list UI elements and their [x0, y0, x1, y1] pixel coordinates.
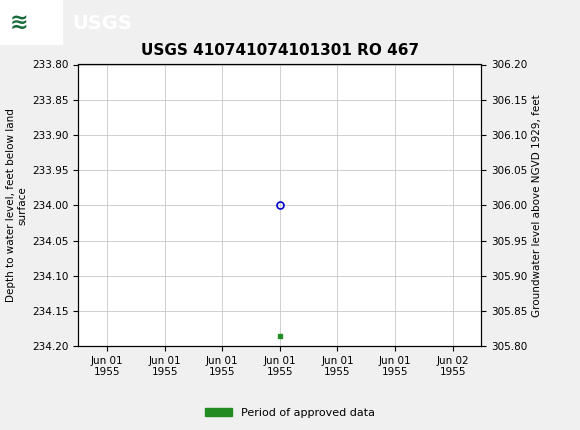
- Title: USGS 410741074101301 RO 467: USGS 410741074101301 RO 467: [141, 43, 419, 58]
- Y-axis label: Depth to water level, feet below land
surface: Depth to water level, feet below land su…: [6, 108, 28, 302]
- Legend: Period of approved data: Period of approved data: [200, 403, 380, 422]
- Bar: [0, 0, 62, 45]
- Text: USGS: USGS: [72, 14, 132, 33]
- Y-axis label: Groundwater level above NGVD 1929, feet: Groundwater level above NGVD 1929, feet: [532, 94, 542, 317]
- Text: ≋: ≋: [10, 13, 28, 33]
